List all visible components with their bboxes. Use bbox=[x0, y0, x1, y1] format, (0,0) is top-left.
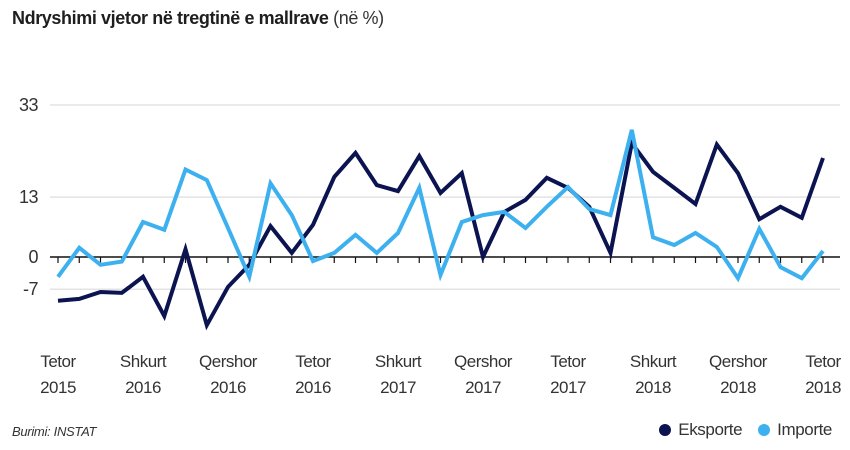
x-tick-label-year: 2018 bbox=[635, 378, 671, 397]
source-note: Burimi: INSTAT bbox=[12, 424, 97, 439]
x-tick-label-year: 2017 bbox=[380, 378, 416, 397]
chart-title: Ndryshimi vjetor në tregtinë e mallrave … bbox=[12, 8, 384, 29]
y-tick-label: 13 bbox=[19, 187, 39, 207]
gridlines bbox=[50, 104, 840, 290]
x-tick-label-year: 2016 bbox=[295, 378, 331, 397]
x-tick-label-year: 2016 bbox=[125, 378, 161, 397]
x-tick-label-year: 2018 bbox=[805, 378, 841, 397]
x-tick-label-month: Shkurt bbox=[630, 352, 677, 371]
x-tick-label-year: 2018 bbox=[720, 378, 756, 397]
x-tick-label-month: Tetor bbox=[805, 352, 841, 371]
series-lines bbox=[56, 129, 825, 331]
legend-item-eksporte[interactable]: Eksporte bbox=[659, 420, 743, 440]
chart-title-unit: (në %) bbox=[333, 8, 384, 28]
series-line-importe bbox=[56, 129, 825, 284]
x-tick-label-month: Qershor bbox=[454, 352, 513, 371]
x-tick-label-month: Shkurt bbox=[375, 352, 422, 371]
x-tick-label-month: Shkurt bbox=[120, 352, 167, 371]
series-line-eksporte bbox=[57, 138, 825, 331]
x-tick-label-month: Tetor bbox=[550, 352, 586, 371]
x-tick-label-year: 2015 bbox=[40, 378, 76, 397]
legend-label-importe: Importe bbox=[777, 420, 832, 439]
x-tick-label-year: 2017 bbox=[465, 378, 501, 397]
x-tick-label-month: Tetor bbox=[40, 352, 76, 371]
x-axis-labels: Tetor 2015 Shkurt 2016 Qershor 2016 Tetor 2016 S… bbox=[40, 352, 842, 397]
legend-label-eksporte: Eksporte bbox=[678, 420, 743, 439]
x-tick-label-month: Tetor bbox=[295, 352, 331, 371]
x-tick-label-month: Qershor bbox=[199, 352, 258, 371]
y-tick-label: 33 bbox=[19, 95, 39, 115]
y-tick-label: -7 bbox=[23, 279, 38, 299]
legend-marker-importe bbox=[758, 424, 771, 436]
legend-marker-eksporte bbox=[659, 424, 672, 436]
legend: Eksporte Importe bbox=[659, 420, 832, 440]
chart-title-main: Ndryshimi vjetor në tregtinë e mallrave bbox=[12, 8, 329, 28]
x-tick-label-year: 2017 bbox=[550, 378, 586, 397]
y-axis: 33 13 0 -7 bbox=[19, 95, 39, 299]
y-tick-label: 0 bbox=[28, 247, 38, 267]
x-tick-label-year: 2016 bbox=[210, 378, 246, 397]
legend-item-importe[interactable]: Importe bbox=[758, 420, 832, 440]
x-tick-label-month: Qershor bbox=[709, 352, 768, 371]
